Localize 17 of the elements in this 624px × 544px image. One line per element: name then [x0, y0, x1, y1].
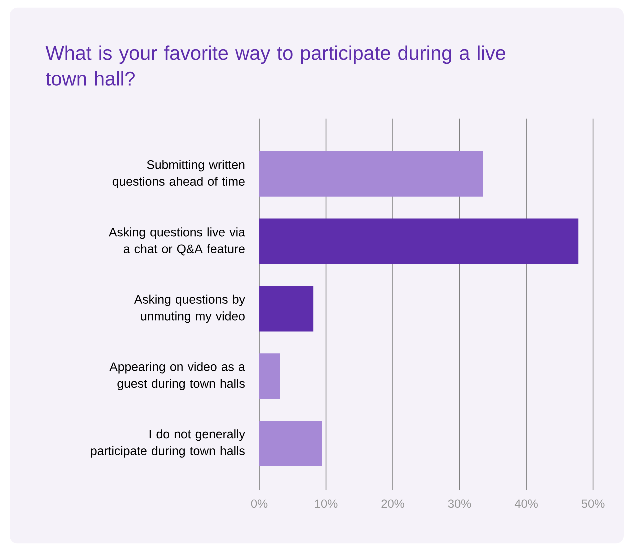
bar: [260, 286, 314, 332]
y-tick-label: Submitting written questions ahead of time: [112, 160, 245, 189]
x-tick-label: 50%: [582, 500, 605, 508]
x-tick-label: 40%: [514, 500, 538, 508]
bar: [260, 218, 579, 264]
x-tick-label: 30%: [448, 500, 472, 508]
bar: [260, 421, 322, 467]
y-tick-label: Asking questions by unmuting my video: [134, 294, 246, 324]
x-tick-label: 20%: [382, 500, 404, 508]
x-tick-label: 0%: [251, 500, 268, 508]
y-tick-label: I do not generally participate during town halls: [91, 430, 246, 458]
chart-title: What is your favorite way to participate during a live town hall?: [46, 46, 506, 86]
bar: [260, 151, 484, 198]
y-tick-label: Appearing on video as a guest during town halls: [110, 362, 246, 391]
x-tick-label: 10%: [315, 500, 338, 508]
bar: [260, 354, 280, 400]
y-tick-label: Asking questions live via a chat or Q&A feature: [109, 228, 246, 256]
